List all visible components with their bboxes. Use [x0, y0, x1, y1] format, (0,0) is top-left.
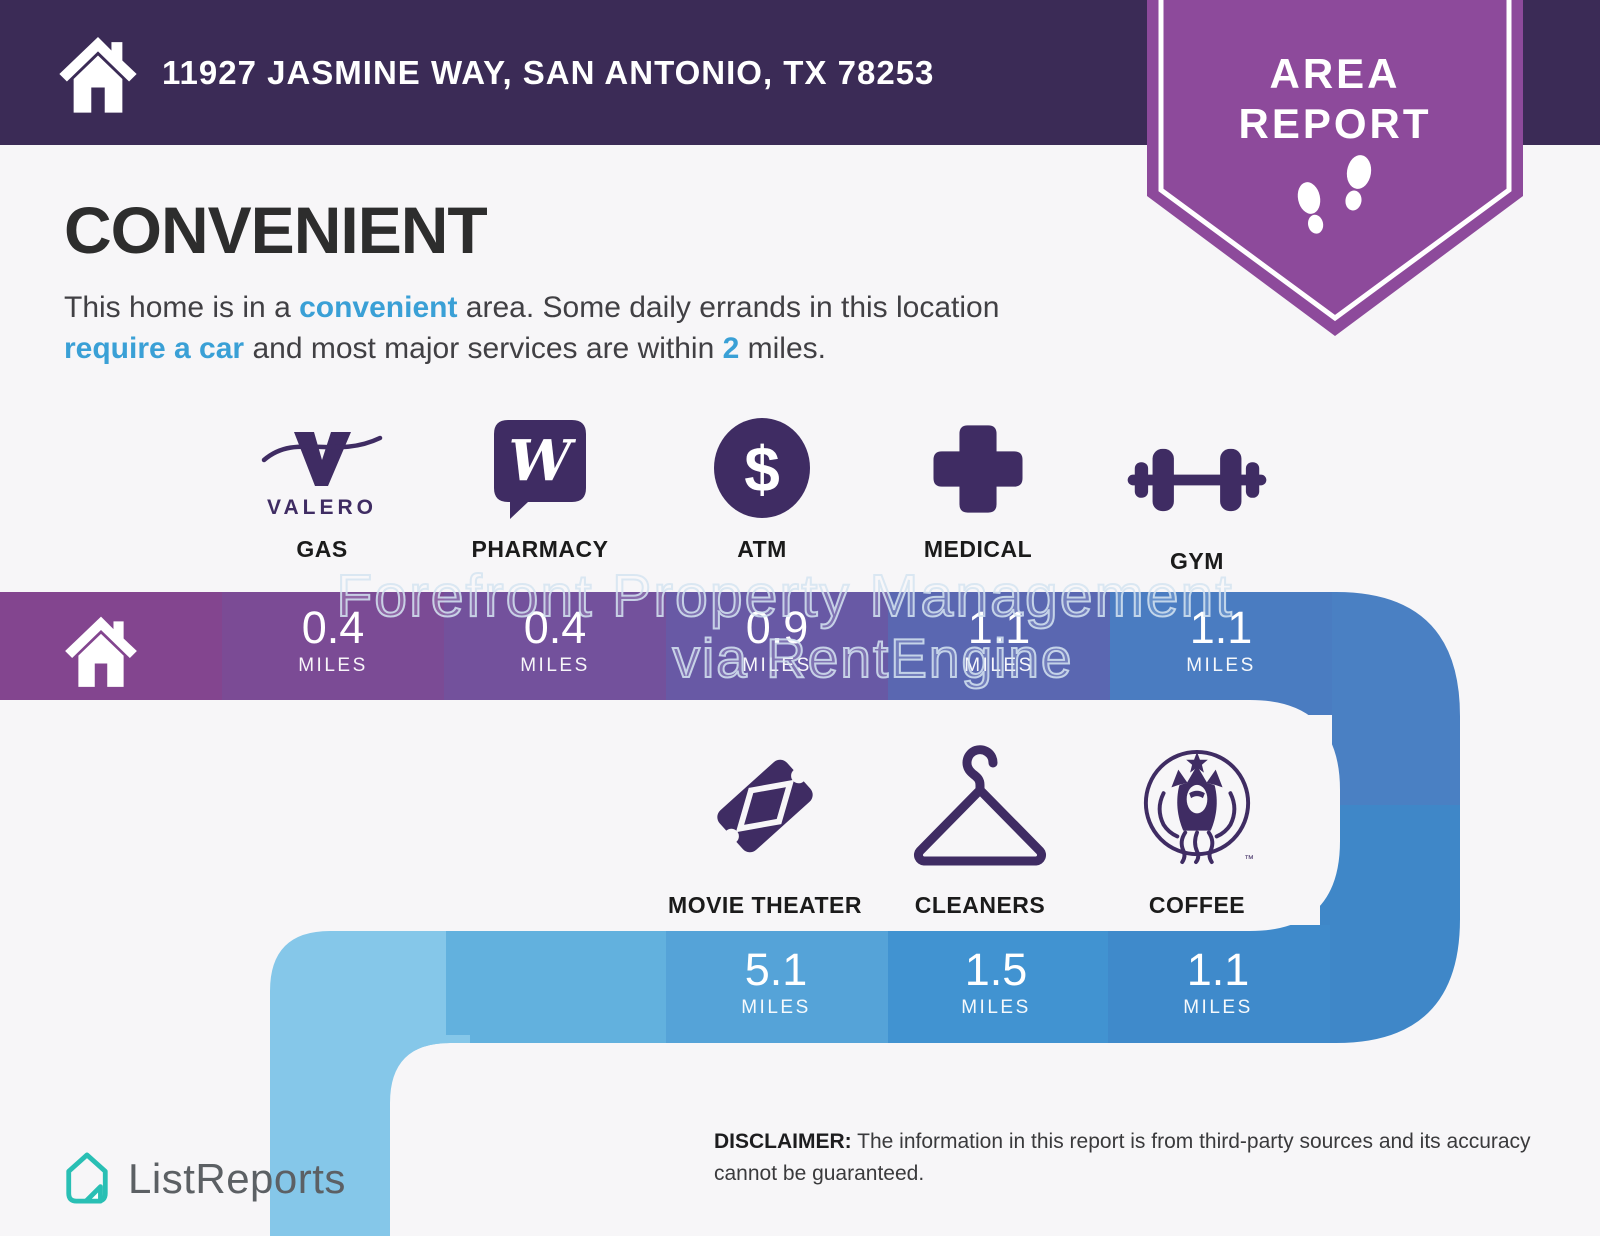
distance-cell: 0.4 MILES — [444, 604, 666, 677]
dollar-circle-icon: $ — [710, 418, 814, 520]
distance-value: 1.5 — [964, 944, 1028, 995]
distance-value: 0.4 — [523, 602, 587, 653]
area-report-badge: AREA REPORT — [1147, 0, 1523, 336]
distance-unit: MILES — [961, 997, 1031, 1019]
distance-unit: MILES — [1183, 997, 1253, 1019]
distance-cell: 1.1 MILES — [888, 604, 1110, 677]
listreports-wordmark: ListReports — [128, 1155, 346, 1202]
amenity-label: GAS — [296, 536, 348, 562]
intro-highlight: convenient — [299, 291, 458, 324]
distance-value: 0.9 — [745, 602, 809, 653]
medical-cross-icon — [927, 418, 1029, 520]
distance-unit: MILES — [964, 655, 1034, 677]
ticket-icon — [700, 736, 830, 876]
amenity-movie-theater: MOVIE THEATER — [650, 736, 880, 919]
amenity-gym: GYM — [1082, 418, 1312, 575]
intro-text: miles. — [739, 332, 826, 366]
distance-value: 5.1 — [744, 944, 808, 995]
distance-unit: MILES — [520, 655, 590, 677]
distance-value: 1.1 — [1186, 944, 1250, 995]
disclaimer: DISCLAIMER: The information in this repo… — [714, 1126, 1544, 1189]
intro-text: area. Some daily errands in this locatio… — [457, 291, 1000, 324]
home-icon — [65, 616, 137, 687]
distance-unit: MILES — [742, 655, 812, 677]
amenity-gas: VALERO GAS — [207, 418, 437, 563]
footprints-icon — [1297, 155, 1372, 234]
distance-cell: 1.5 MILES — [885, 946, 1107, 1019]
amenity-label: PHARMACY — [471, 536, 609, 562]
amenity-label: MOVIE THEATER — [668, 892, 862, 918]
watermark-line1: Forefront Property Management — [335, 562, 1234, 630]
distance-unit: MILES — [298, 655, 368, 677]
starbucks-logo-icon: ™ — [1138, 736, 1256, 876]
amenity-medical: MEDICAL — [863, 418, 1093, 563]
amenity-atm: $ ATM — [647, 418, 877, 563]
intro-highlight: 2 — [722, 332, 740, 366]
walgreens-logo-icon: W — [492, 418, 588, 520]
walgreens-w-glyph: W — [509, 428, 577, 494]
trademark-glyph: ™ — [1244, 854, 1254, 865]
listreports-house-icon — [66, 1152, 108, 1204]
distance-unit: MILES — [741, 997, 811, 1019]
distance-cell: 0.9 MILES — [666, 604, 888, 677]
intro-text: This home is in a — [64, 291, 300, 324]
badge-line2: REPORT — [1238, 100, 1431, 147]
page-title: CONVENIENT — [64, 193, 488, 267]
intro-text: and most major services are within — [244, 332, 723, 366]
disclaimer-text: The information in this report is from t… — [714, 1130, 1531, 1185]
amenity-label: CLEANERS — [914, 892, 1046, 918]
distance-cell: 5.1 MILES — [665, 946, 887, 1019]
watermark-line2: via RentEngine — [671, 626, 1074, 690]
home-icon — [59, 37, 137, 113]
distance-value: 0.4 — [301, 602, 365, 653]
valero-wordmark: VALERO — [267, 496, 377, 519]
hanger-icon — [905, 736, 1055, 876]
distance-value: 1.1 — [967, 602, 1031, 653]
distance-cell: 1.1 MILES — [1110, 604, 1332, 677]
valero-logo-icon: VALERO — [260, 418, 384, 520]
intro-highlight: require a car — [64, 332, 245, 366]
dumbbell-icon — [1121, 418, 1273, 532]
amenity-pharmacy: W PHARMACY — [425, 418, 655, 563]
amenity-label: ATM — [737, 536, 787, 562]
distance-value: 1.1 — [1189, 602, 1253, 653]
intro-paragraph: This home is in a convenient area. Some … — [64, 287, 1104, 369]
distance-path — [0, 592, 1460, 1236]
property-address: 11927 JASMINE WAY, SAN ANTONIO, TX 78253 — [162, 53, 935, 91]
distance-cell: 1.1 MILES — [1107, 946, 1329, 1019]
amenity-cleaners: CLEANERS — [865, 736, 1095, 919]
badge-line1: AREA — [1269, 50, 1400, 97]
listreports-logo: ListReports — [62, 1148, 346, 1210]
amenity-coffee: ™ COFFEE — [1082, 736, 1312, 919]
disclaimer-label: DISCLAIMER: — [714, 1130, 852, 1153]
distance-unit: MILES — [1186, 655, 1256, 677]
amenity-label: COFFEE — [1148, 892, 1246, 918]
amenity-label: GYM — [1170, 548, 1224, 574]
distance-cell: 0.4 MILES — [222, 604, 444, 677]
dollar-glyph: $ — [744, 433, 780, 505]
amenity-label: MEDICAL — [923, 536, 1033, 562]
